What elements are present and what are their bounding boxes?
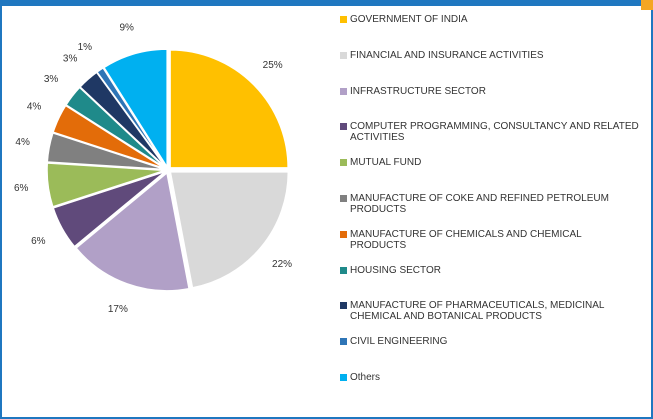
- legend-swatch: [340, 266, 347, 274]
- legend-label: INFRASTRUCTURE SECTOR: [350, 85, 486, 97]
- data-label: 6%: [14, 183, 29, 194]
- legend-entry: MANUFACTURE OF COKE AND REFINED PETROLEU…: [340, 193, 640, 215]
- pie-slice: [169, 171, 290, 289]
- legend-entry: FINANCIAL AND INSURANCE ACTIVITIES: [340, 50, 640, 61]
- legend-label: Others: [350, 372, 381, 383]
- pie-slice: [46, 162, 166, 208]
- legend-label: HOUSING SECTOR: [350, 264, 441, 276]
- pie-slice: [95, 66, 167, 168]
- pie-slice: [169, 49, 289, 169]
- legend-label: MANUFACTURE OF COKE AND REFINED PETROLEU…: [350, 193, 609, 215]
- pie-slice: [102, 48, 168, 170]
- legend-label: GOVERNMENT OF INDIA: [350, 14, 468, 25]
- legend-swatch: [340, 159, 347, 167]
- legend-swatch: [340, 51, 347, 59]
- data-label: 22%: [272, 259, 292, 270]
- data-label: 25%: [263, 60, 283, 71]
- top-bar: [0, 0, 641, 6]
- legend-label: CIVIL ENGINEERING: [350, 336, 448, 348]
- legend-label: FINANCIAL AND INSURANCE ACTIVITIES: [350, 49, 544, 61]
- legend-label: COMPUTER PROGRAMMING, CONSULTANCY AND RE…: [350, 121, 639, 144]
- legend-swatch: [340, 374, 347, 381]
- legend-swatch: [340, 123, 347, 131]
- legend-swatch: [340, 195, 347, 202]
- legend-entry: HOUSING SECTOR: [340, 265, 640, 276]
- legend-label: MANUFACTURE OF CHEMICALS AND CHEMICAL PR…: [350, 228, 582, 251]
- legend-swatch: [340, 230, 347, 238]
- legend-entry: MANUFACTURE OF CHEMICALS AND CHEMICAL PR…: [340, 229, 640, 251]
- legend-swatch: [340, 302, 347, 310]
- corner-accent: [641, 0, 653, 10]
- legend-label: MANUFACTURE OF PHARMACEUTICALS, MEDICINA…: [350, 300, 605, 323]
- legend-entry: CIVIL ENGINEERING: [340, 336, 640, 347]
- legend-swatch: [340, 16, 347, 23]
- legend-entry: COMPUTER PROGRAMMING, CONSULTANCY AND RE…: [340, 121, 640, 143]
- legend-entry: Others: [340, 372, 640, 383]
- pie-slice: [75, 171, 190, 292]
- data-label: 4%: [15, 137, 30, 148]
- pie-slice: [52, 170, 166, 248]
- legend-entry: MUTUAL FUND: [340, 157, 640, 168]
- legend-entry: GOVERNMENT OF INDIA: [340, 14, 640, 25]
- data-label: 17%: [108, 304, 128, 315]
- pie-slice: [46, 132, 166, 171]
- data-label: 3%: [63, 54, 78, 65]
- data-label: 4%: [27, 102, 42, 113]
- data-label: 1%: [78, 42, 93, 53]
- legend-entry: MANUFACTURE OF PHARMACEUTICALS, MEDICINA…: [340, 300, 640, 322]
- legend-entry: INFRASTRUCTURE SECTOR: [340, 86, 640, 97]
- legend-swatch: [340, 338, 347, 346]
- data-label: 3%: [44, 74, 59, 85]
- legend-label: MUTUAL FUND: [350, 157, 422, 169]
- data-label: 9%: [119, 23, 134, 34]
- data-label: 6%: [31, 236, 46, 247]
- legend-swatch: [340, 87, 347, 95]
